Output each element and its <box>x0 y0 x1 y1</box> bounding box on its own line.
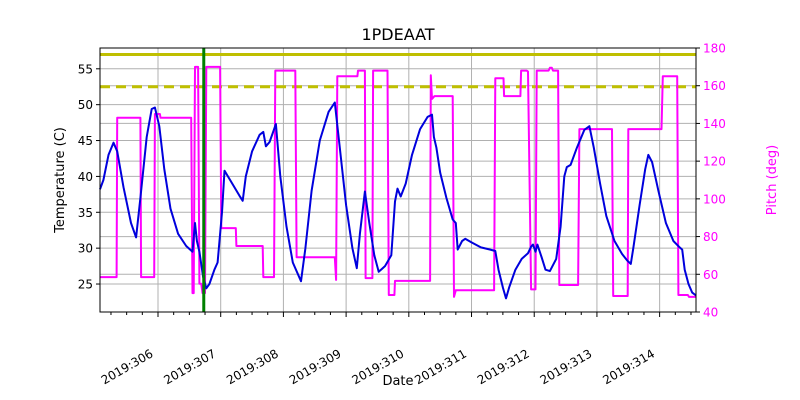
y-tick-label-right: 160 <box>703 79 726 93</box>
x-tick-label: 2019:311 <box>412 346 469 387</box>
y-tick-label-right: 40 <box>703 306 718 320</box>
y-tick-label-right: 120 <box>703 155 726 169</box>
y-tick-label-right: 140 <box>703 117 726 131</box>
x-tick-label: 2019:314 <box>600 346 657 387</box>
y-axis-ticks-right: 40 60 80 100 120 140 160 180 <box>696 42 726 320</box>
y-tick-label: 55 <box>78 62 93 76</box>
x-tick-label: 2019:306 <box>99 346 156 387</box>
y-tick-label-right: 60 <box>703 268 718 282</box>
y-tick-label: 30 <box>78 242 93 256</box>
y-tick-label-right: 100 <box>703 192 726 206</box>
y-tick-label: 50 <box>78 98 93 112</box>
pitch-line <box>100 65 696 298</box>
y-tick-label: 25 <box>78 278 93 292</box>
reference-lines <box>100 52 696 89</box>
y-axis-label-right: Pitch (deg) <box>765 145 780 215</box>
y-axis-ticks-left: 25 30 35 40 45 50 55 <box>78 62 100 292</box>
y-tick-label: 40 <box>78 170 93 184</box>
x-tick-label: 2019:313 <box>538 346 595 387</box>
y-tick-label: 45 <box>78 134 93 148</box>
x-tick-label: 2019:307 <box>161 346 218 387</box>
x-tick-label: 2019:308 <box>224 346 281 387</box>
x-axis-label: Date <box>382 374 413 389</box>
x-tick-label: 2019:312 <box>475 346 532 387</box>
temperature-series <box>99 101 697 300</box>
plot-frame <box>99 47 697 313</box>
y-tick-label-right: 80 <box>703 230 718 244</box>
x-tick-label: 2019:309 <box>287 346 344 387</box>
y-tick-label-right: 180 <box>703 42 726 56</box>
y-tick-label: 35 <box>78 206 93 220</box>
chart-title: 1PDEAAT <box>361 25 434 44</box>
temperature-line <box>99 101 697 300</box>
pitch-series <box>100 65 696 298</box>
y-axis-label-left: Temperature (C) <box>53 127 68 234</box>
